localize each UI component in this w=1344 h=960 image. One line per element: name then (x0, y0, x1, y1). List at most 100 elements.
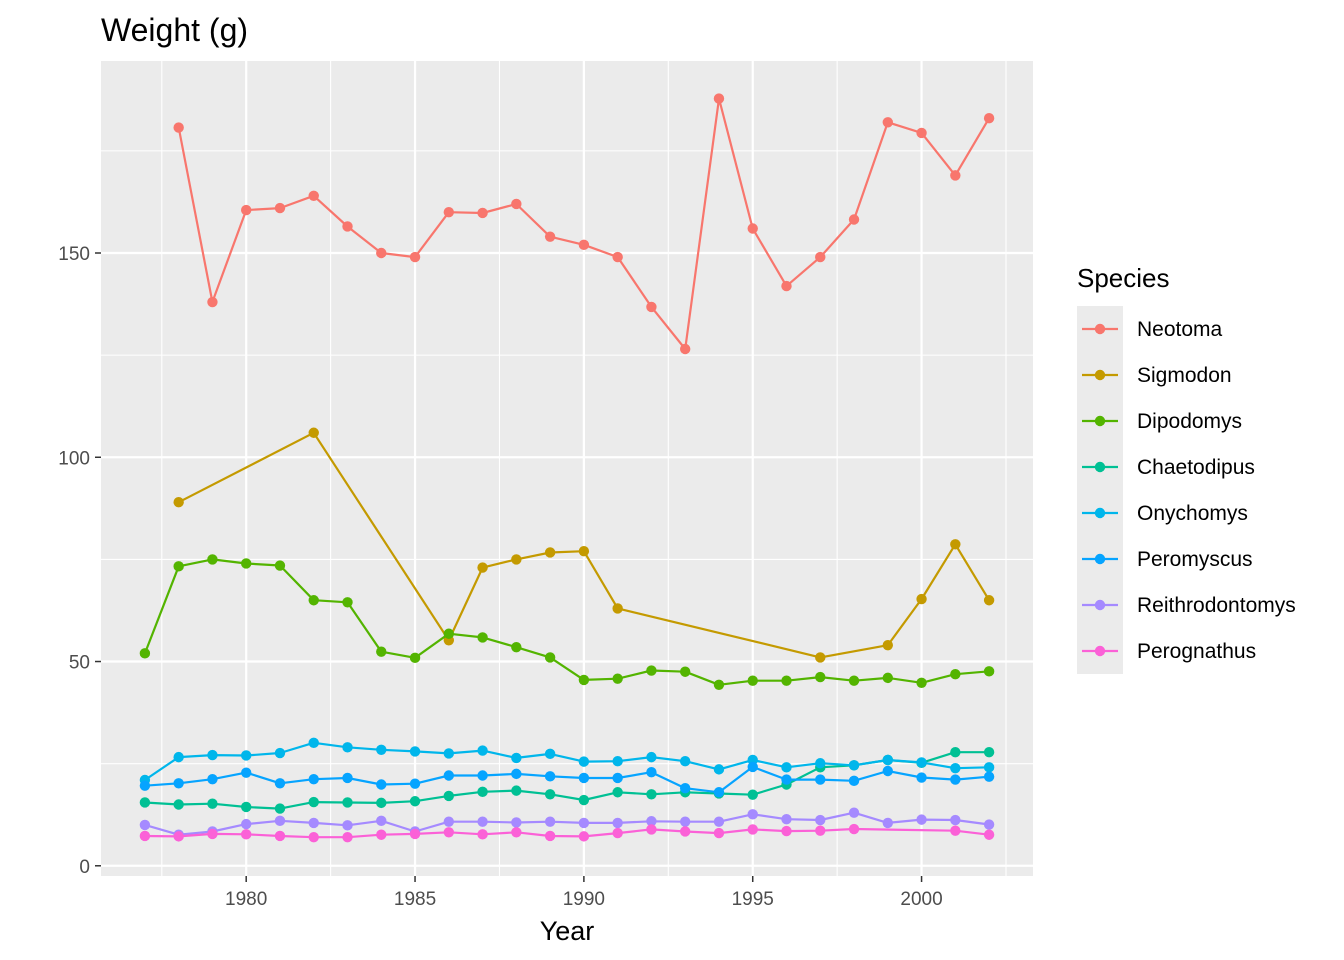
data-point (511, 198, 522, 210)
legend-item-perognathus: Perognathus (1082, 640, 1256, 663)
data-point (207, 554, 218, 565)
data-point (376, 815, 387, 827)
data-point (544, 771, 556, 782)
data-point (815, 774, 826, 785)
data-point (241, 801, 252, 813)
data-point (882, 765, 893, 777)
data-point (781, 774, 792, 785)
data-point (511, 817, 522, 828)
data-point (815, 652, 826, 663)
data-point (679, 666, 691, 677)
data-point (477, 207, 488, 219)
data-point (983, 819, 995, 830)
data-point (848, 807, 860, 818)
data-point (207, 773, 218, 785)
data-point (578, 831, 590, 842)
data-point (409, 652, 421, 664)
data-point (916, 127, 927, 139)
data-point (882, 117, 893, 128)
data-point (578, 546, 590, 557)
data-point (443, 816, 455, 827)
data-point (139, 648, 151, 659)
data-point (274, 815, 286, 827)
legend-label: Reithrodontomys (1137, 594, 1296, 617)
data-point (342, 742, 353, 753)
data-point (578, 817, 590, 829)
data-point (815, 758, 826, 769)
legend-label: Sigmodon (1137, 364, 1232, 387)
legend: Species Neotoma Sigmodon Dipodomys Chaetodi… (1077, 263, 1296, 674)
data-point (848, 775, 860, 787)
legend-item-reithrodontomys: Reithrodontomys (1082, 594, 1296, 617)
data-point (983, 747, 995, 758)
data-point (477, 816, 488, 827)
data-point (511, 827, 522, 838)
data-point (679, 756, 691, 767)
data-point (916, 757, 927, 768)
data-point (308, 773, 319, 785)
plot-panel (101, 61, 1033, 876)
data-point (713, 679, 725, 691)
data-point (612, 827, 623, 839)
data-point (409, 828, 421, 840)
data-point (679, 816, 691, 827)
data-point (747, 223, 758, 234)
data-point (781, 762, 792, 773)
data-point (376, 744, 387, 755)
data-point (409, 746, 421, 757)
data-point (950, 774, 961, 785)
data-point (342, 797, 353, 808)
data-point (781, 675, 792, 686)
data-point (308, 427, 319, 438)
series-peromyscus (139, 761, 995, 798)
legend-title: Species (1077, 263, 1170, 293)
legend-item-sigmodon: Sigmodon (1082, 364, 1232, 387)
series-layer (139, 93, 995, 843)
data-point (342, 221, 353, 232)
data-point (646, 751, 657, 763)
data-point (173, 751, 184, 763)
series-line (144, 827, 990, 839)
data-point (983, 666, 995, 677)
data-point (511, 554, 522, 565)
legend-key-point (1094, 645, 1106, 657)
legend-key-point (1094, 507, 1106, 519)
data-point (241, 767, 252, 778)
data-point (139, 797, 151, 808)
data-point (274, 560, 286, 571)
data-point (376, 829, 387, 840)
data-point (578, 756, 590, 767)
data-point (274, 747, 286, 759)
data-point (950, 170, 961, 181)
data-point (241, 558, 252, 569)
data-point (679, 826, 691, 837)
data-point (713, 827, 725, 839)
data-point (544, 652, 556, 663)
data-point (544, 231, 556, 242)
data-point (376, 247, 387, 259)
data-point (747, 824, 758, 835)
data-point (139, 819, 151, 831)
legend-item-dipodomys: Dipodomys (1082, 410, 1242, 433)
data-point (882, 817, 893, 829)
data-point (646, 767, 657, 778)
data-point (139, 780, 151, 791)
data-point (646, 789, 657, 800)
data-point (173, 497, 184, 508)
data-point (747, 761, 758, 773)
legend-key-point (1094, 461, 1106, 473)
x-tick-label: 1995 (732, 889, 774, 910)
data-point (612, 817, 623, 829)
data-point (815, 671, 826, 683)
data-point (882, 639, 893, 651)
data-point (983, 595, 995, 606)
legend-label: Dipodomys (1137, 410, 1242, 433)
series-onychomys (139, 737, 995, 786)
data-point (815, 251, 826, 263)
data-point (679, 343, 691, 355)
series-line (144, 811, 990, 836)
data-point (713, 787, 725, 798)
y-tick-label: 100 (58, 448, 90, 469)
x-tick-label: 1980 (225, 889, 267, 910)
data-point (308, 796, 319, 808)
